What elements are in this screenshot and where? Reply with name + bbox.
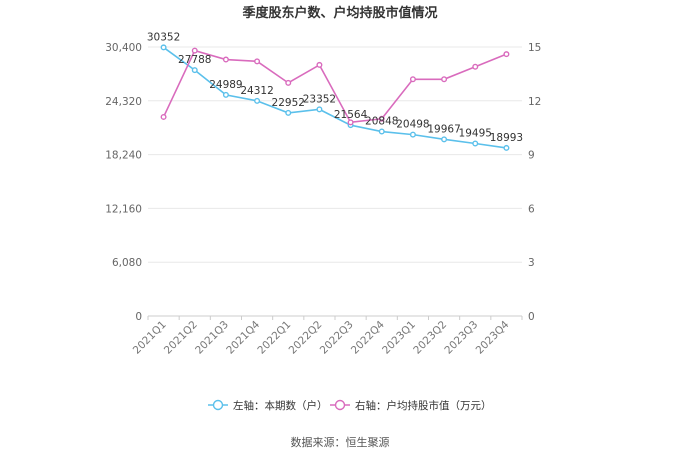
left-axis: 0 6,080 12,160 18,240 24,320 30,400 xyxy=(105,42,142,323)
shareholder-count-point xyxy=(316,106,323,113)
data-label: 24312 xyxy=(240,85,273,97)
avg-holding-value-point xyxy=(503,51,510,58)
avg-holding-value-point xyxy=(285,79,292,86)
shareholder-count-line xyxy=(163,46,507,149)
x-tick-label: 2023Q3 xyxy=(442,319,480,357)
avg-holding-value-point xyxy=(378,115,385,122)
data-label: 24989 xyxy=(209,79,242,91)
shareholder-count-point xyxy=(222,91,229,98)
x-tick-label: 2021Q1 xyxy=(131,319,169,357)
left-tick-label: 30,400 xyxy=(105,42,142,54)
legend: 左轴：本期数（户） 右轴：户均持股市值（万元） xyxy=(208,399,492,412)
data-label: 20498 xyxy=(396,119,429,131)
data-label: 23352 xyxy=(303,93,336,105)
data-label: 18993 xyxy=(490,132,523,144)
x-axis: 2021Q12021Q22021Q32021Q42022Q12022Q22022… xyxy=(131,316,523,357)
x-tick-label: 2021Q3 xyxy=(193,319,231,357)
legend-label: 左轴：本期数（户） xyxy=(233,399,328,412)
avg-holding-value-point xyxy=(316,61,323,68)
avg-holding-value-point xyxy=(409,76,416,83)
shareholder-count-point xyxy=(472,140,479,147)
x-tick-label: 2023Q1 xyxy=(380,319,418,357)
shareholder-count-point xyxy=(191,67,198,74)
avg-holding-value-point xyxy=(222,56,229,63)
x-tick-label: 2022Q1 xyxy=(255,319,293,357)
x-tick-label: 2022Q4 xyxy=(349,318,387,356)
data-label: 20848 xyxy=(365,116,398,128)
chart-title: 季度股东户数、户均持股市值情况 xyxy=(241,5,437,21)
data-label: 27788 xyxy=(178,54,211,66)
avg-holding-value-point xyxy=(441,76,448,83)
x-tick-label: 2023Q2 xyxy=(411,319,449,357)
legend-item-avg-holding-value[interactable]: 右轴：户均持股市值（万元） xyxy=(330,399,492,412)
data-label: 21564 xyxy=(334,109,368,121)
right-tick-label: 0 xyxy=(528,311,535,323)
shareholder-count-point xyxy=(285,109,292,116)
x-tick-label: 2023Q4 xyxy=(474,318,512,356)
avg-holding-value-point xyxy=(347,119,354,126)
left-tick-label: 0 xyxy=(135,311,142,323)
x-tick-label: 2022Q3 xyxy=(318,319,356,357)
shareholder-count-point xyxy=(378,128,385,135)
x-tick-label: 2021Q2 xyxy=(162,319,200,357)
right-tick-label: 3 xyxy=(528,257,535,269)
source-note: 数据来源：恒生聚源 xyxy=(291,435,390,449)
right-tick-label: 12 xyxy=(528,96,541,108)
left-tick-label: 24,320 xyxy=(105,96,142,108)
avg-holding-value-point xyxy=(472,63,479,70)
legend-item-shareholder-count[interactable]: 左轴：本期数（户） xyxy=(208,399,328,412)
left-tick-label: 12,160 xyxy=(105,203,142,215)
legend-label: 右轴：户均持股市值（万元） xyxy=(355,399,492,412)
data-label: 22952 xyxy=(272,97,305,109)
left-tick-label: 18,240 xyxy=(105,150,142,162)
right-axis: 0 3 6 9 12 15 xyxy=(528,42,541,323)
avg-holding-value-line xyxy=(162,49,507,124)
x-tick-label: 2022Q2 xyxy=(287,319,325,357)
left-tick-label: 6,080 xyxy=(112,257,142,269)
avg-holding-value-point xyxy=(160,113,167,120)
shareholder-count-point xyxy=(409,131,416,138)
series-lines xyxy=(160,44,510,151)
legend-circle-marker xyxy=(212,399,224,411)
data-label: 30352 xyxy=(147,31,180,43)
shareholder-count-point xyxy=(441,136,448,143)
avg-holding-value-point xyxy=(191,47,198,54)
shareholder-count-point xyxy=(254,97,261,104)
avg-holding-value-point xyxy=(254,58,261,65)
shareholder-count-point xyxy=(160,44,167,51)
data-label: 19495 xyxy=(459,127,492,139)
right-tick-label: 15 xyxy=(528,42,541,54)
data-label: 19967 xyxy=(427,123,460,135)
grid-lines xyxy=(148,46,522,317)
x-tick-label: 2021Q4 xyxy=(224,318,262,356)
right-tick-label: 6 xyxy=(528,203,535,215)
right-tick-label: 9 xyxy=(528,150,535,162)
legend-circle-marker xyxy=(334,399,346,411)
shareholder-count-point xyxy=(503,144,510,151)
